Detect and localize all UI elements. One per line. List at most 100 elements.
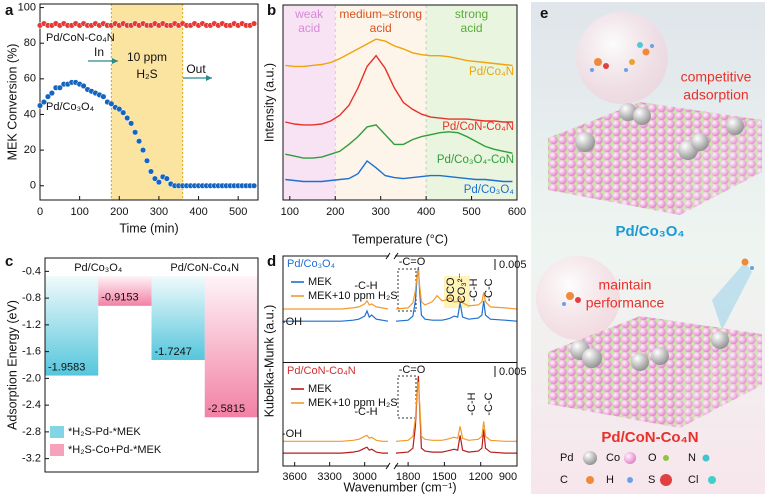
y-tick-label: -2.8 [22,426,41,438]
legend-label: N [688,452,696,464]
scheme-caption: Pd/Co₃O₄ [615,223,684,240]
value-label: -2.5815 [208,403,245,415]
region-label: acid [461,21,483,35]
x-tick-label: 300 [150,206,168,218]
y-tick-label: -2.0 [22,372,41,384]
data-point [120,109,127,116]
lattice-top [548,102,762,162]
bubble [576,12,668,104]
annotation: In [94,45,104,59]
panel-letter: a [5,2,14,19]
legend-label: H [606,474,614,486]
data-point [56,84,63,91]
x-axis-title: Wavenumber (cm⁻¹) [343,480,456,494]
region [283,5,336,200]
legend-label: *H₂S-Co+Pd-*MEK [68,444,162,456]
x-tick-label: 1200 [468,471,492,483]
subplot-title: Pd/CoN-Co₄N [287,365,356,377]
y-axis-title: Kubelka-Munk (a.u.) [262,305,276,418]
legend-label: C [560,474,568,486]
panel-letter: d [267,253,276,270]
data-point [143,157,151,164]
x-tick-label: 200 [326,206,344,218]
data-point [163,175,170,182]
region-label: weak [294,7,324,21]
data-point [108,100,115,107]
data-point [36,102,44,109]
legend-label: Pd [560,452,573,464]
plot-frame [282,4,518,201]
legend-swatch [50,426,64,438]
spotlight [712,262,752,330]
scheme-caption: Pd/CoN-Co₄N [601,429,698,446]
peak-label: -C-H [354,280,377,292]
series-label: Pd/Co₃O₄-CoN [437,154,514,166]
annotation: H₂S [136,67,157,81]
energy-bar [204,276,258,418]
y-tick-label: -0.4 [22,265,41,277]
legend-label: MEK+10 ppm H₂S [308,290,398,302]
pd-atoms [575,103,744,160]
y-tick-label: -1.2 [22,319,41,331]
peak-label: -OH [282,316,302,328]
y-axis-title: Adsorption Energy (eV) [5,300,19,430]
peak-label: CO₃²⁻ [456,273,468,304]
category-label: Pd/CoN-Co₄N [170,262,239,274]
y-tick-label: 100 [18,1,36,13]
energy-bar [45,276,99,376]
data-point [136,138,143,145]
data-line [285,124,513,159]
pd-atoms [570,331,729,371]
peak-label: -C-C [483,278,495,301]
data-line [283,270,518,310]
lattice-side [680,334,762,428]
axis-break [389,463,395,469]
y-tick-label: -1.6 [22,346,41,358]
peak-label: -C-C [483,392,495,415]
region [426,5,517,200]
illustration: e competitive adsorption Pd/Co₃O₄ mainta… [531,2,765,494]
data-point [140,147,147,154]
x-tick-label: 3000 [352,471,376,483]
data-line [285,160,513,183]
data-point [80,82,87,90]
y-tick-label: -2.4 [22,399,41,411]
peak-label: -OH [282,428,302,440]
x-axis-title: Temperature (°C) [352,232,448,246]
category-label: Pd/Co₃O₄ [74,262,123,274]
lattice-side [680,120,762,215]
x-tick-label: 500 [462,206,480,218]
region-label: acid [298,21,320,35]
x-tick-label: 100 [281,206,299,218]
scheme-label: performance [586,295,665,311]
region-label: acid [370,21,392,35]
peak-label: -C-H [354,406,377,418]
y-tick-label: 60 [24,73,36,85]
x-tick-label: 0 [37,206,43,218]
x-tick-label: 300 [372,206,390,218]
lattice-front [548,352,680,428]
x-tick-label: 3300 [317,471,341,483]
x-tick-label: 1800 [396,471,420,483]
legend-label: MEK+10 ppm H₂S [308,397,398,409]
x-tick-label: 1500 [432,471,456,483]
lattice-front [548,138,680,215]
break-mark [393,252,399,260]
peak-box [397,375,417,419]
series-label: Pd/Co₄N [469,66,514,78]
peak-label: OCO [445,277,457,303]
series-label: Pd/CoN-Co₄N [46,32,115,44]
molecules [590,42,654,72]
subplot-title: Pd/Co₃O₄ [287,258,336,270]
data-point [147,168,155,175]
data-point [124,114,131,122]
x-tick-label: 500 [229,206,247,218]
plot-frame [282,255,518,467]
legend-label: *H₂S-Pd-*MEK [68,426,141,438]
data-point [100,93,107,100]
scheme-label: competitive [681,69,752,85]
energy-bar [151,276,205,360]
break-mark [385,462,391,470]
scheme-label: adsorption [683,87,748,103]
scale-label: 0.005 [499,259,527,271]
